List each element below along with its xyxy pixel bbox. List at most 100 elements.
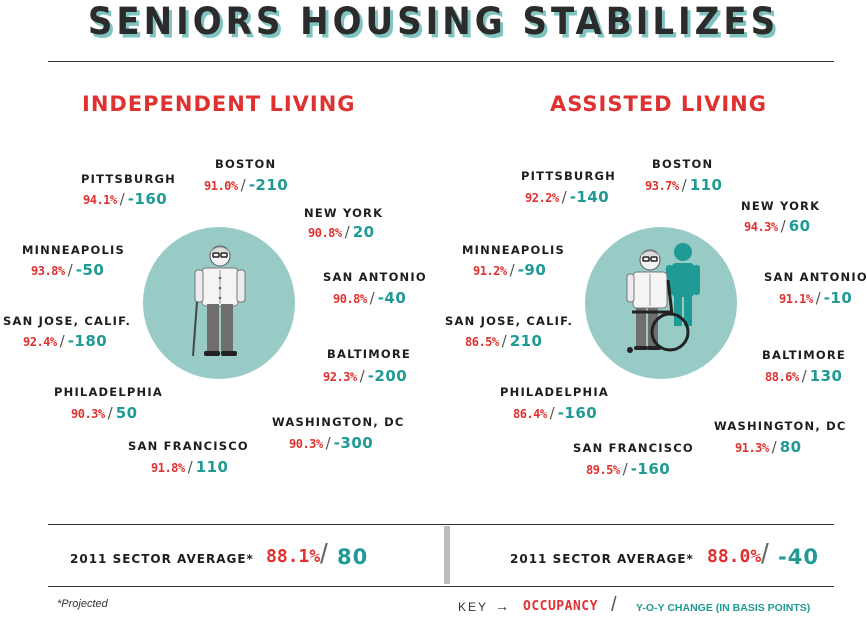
occupancy-value: 94.1%	[83, 193, 117, 207]
change-value: 210	[509, 332, 543, 350]
page-title: SENIORS HOUSING STABILIZES	[87, 0, 780, 44]
change-value: -160	[127, 190, 168, 208]
change-value: -40	[377, 289, 407, 307]
change-value: -160	[630, 460, 671, 478]
occupancy-value: 94.3%	[744, 220, 778, 234]
city-stat: 93.7%/110	[645, 175, 723, 194]
occupancy-value: 88.6%	[765, 370, 799, 384]
occupancy-value: 86.5%	[465, 335, 499, 349]
slash-separator: /	[771, 438, 777, 456]
slash-separator: /	[815, 289, 821, 307]
city-label: WASHINGTON, DC	[714, 419, 847, 433]
change-value: -10	[823, 289, 853, 307]
change-value: 20	[352, 223, 375, 241]
city-label: BALTIMORE	[327, 347, 411, 361]
change-value: 60	[788, 217, 811, 235]
assisted-average-label: 2011 SECTOR AVERAGE*	[510, 552, 694, 566]
change-value: -140	[569, 188, 610, 206]
occupancy-value: 90.8%	[308, 226, 342, 240]
city-stat: 93.8% / -50	[31, 260, 104, 279]
slash-separator: /	[561, 188, 567, 206]
occupancy-value: 86.4%	[513, 407, 547, 421]
change-value: -160	[557, 404, 598, 422]
occupancy-value: 91.8%	[151, 461, 185, 475]
slash-separator: /	[549, 404, 555, 422]
slash-separator: /	[59, 332, 65, 350]
arrow-right-icon: →	[495, 598, 509, 614]
city-label: BOSTON	[215, 157, 277, 171]
assisted-average-change: -40	[778, 545, 819, 569]
slash-separator: /	[344, 223, 350, 241]
occupancy-value: 92.3%	[323, 370, 357, 384]
slash-separator: /	[325, 434, 331, 452]
change-value: 110	[689, 176, 723, 194]
slash-separator: /	[107, 404, 113, 422]
slash-separator: /	[320, 538, 328, 569]
change-value: 50	[115, 404, 138, 422]
change-value: 110	[195, 458, 229, 476]
occupancy-value: 91.0%	[204, 179, 238, 193]
city-stat: 91.8%/110	[151, 457, 229, 476]
city-stat: 90.8% / -40	[333, 288, 406, 307]
city-stat: 92.2% / -140	[525, 187, 609, 206]
city-label: SAN JOSE, CALIF.	[3, 314, 132, 328]
change-value: -200	[367, 367, 408, 385]
occupancy-value: 91.3%	[735, 441, 769, 455]
assisted-average-occupancy: 88.0%	[707, 546, 762, 567]
averages-divider	[444, 526, 450, 584]
change-value: -50	[75, 261, 105, 279]
slash-separator: /	[501, 332, 507, 350]
slash-separator: /	[240, 176, 246, 194]
key-label: KEY	[458, 600, 489, 614]
independent-average-label: 2011 SECTOR AVERAGE*	[70, 552, 254, 566]
city-stat: 86.4% / -160	[513, 403, 597, 422]
city-label: NEW YORK	[741, 199, 821, 213]
city-stat: 91.2% / -90	[473, 260, 546, 279]
city-label: SAN JOSE, CALIF.	[445, 314, 574, 328]
change-value: -300	[333, 434, 374, 452]
city-label: SAN ANTONIO	[764, 270, 867, 284]
slash-separator: /	[509, 261, 515, 279]
city-stat: 89.5% / -160	[586, 459, 670, 478]
independent-living-title: INDEPENDENT LIVING	[82, 92, 356, 116]
city-label: PITTSBURGH	[521, 169, 616, 183]
city-stat: 88.6%/130	[765, 366, 843, 385]
city-stat: 94.1% / -160	[83, 189, 167, 208]
city-label: WASHINGTON, DC	[272, 415, 405, 429]
city-label: MINNEAPOLIS	[22, 243, 126, 257]
city-label: SAN FRANCISCO	[573, 441, 694, 455]
city-stat: 91.0% / -210	[204, 175, 288, 194]
slash-separator: /	[119, 190, 125, 208]
key-change: Y-O-Y CHANGE (IN BASIS POINTS)	[636, 602, 811, 614]
city-stat: 94.3%/60	[744, 216, 811, 235]
slash-separator: /	[187, 458, 193, 476]
city-stat: 92.3% / -200	[323, 366, 407, 385]
assisted-living-title: ASSISTED LIVING	[550, 92, 767, 116]
city-stat: 90.3%/50	[71, 403, 138, 422]
city-label: SAN ANTONIO	[323, 270, 427, 284]
occupancy-value: 90.3%	[71, 407, 105, 421]
city-label: SAN FRANCISCO	[128, 439, 249, 453]
occupancy-value: 93.8%	[31, 264, 65, 278]
occupancy-value: 91.2%	[473, 264, 507, 278]
occupancy-value: 90.3%	[289, 437, 323, 451]
change-value: 80	[779, 438, 802, 456]
averages-top-rule	[48, 524, 834, 525]
change-value: -210	[248, 176, 289, 194]
occupancy-value: 92.2%	[525, 191, 559, 205]
occupancy-value: 93.7%	[645, 179, 679, 193]
city-stat: 90.8%/20	[308, 222, 375, 241]
change-value: -90	[517, 261, 547, 279]
occupancy-value: 91.1%	[779, 292, 813, 306]
slash-separator: /	[67, 261, 73, 279]
city-label: PITTSBURGH	[81, 172, 176, 186]
city-label: MINNEAPOLIS	[462, 243, 566, 257]
city-label: BALTIMORE	[762, 348, 846, 362]
occupancy-value: 92.4%	[23, 335, 57, 349]
senior-in-wheelchair-with-caregiver-icon	[626, 243, 700, 353]
averages-bottom-rule	[48, 586, 834, 587]
city-label: PHILADELPHIA	[54, 385, 163, 399]
city-label: NEW YORK	[304, 206, 384, 220]
slash-separator: /	[801, 367, 807, 385]
independent-average-occupancy: 88.1%	[266, 546, 321, 567]
